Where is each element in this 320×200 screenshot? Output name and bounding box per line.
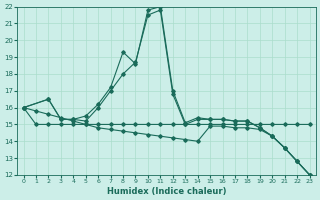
X-axis label: Humidex (Indice chaleur): Humidex (Indice chaleur) [107, 187, 226, 196]
